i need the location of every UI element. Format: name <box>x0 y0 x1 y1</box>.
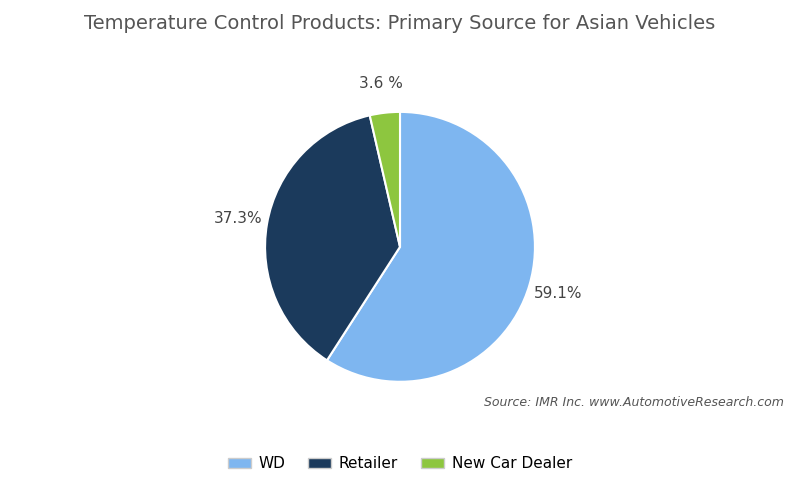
Wedge shape <box>370 112 400 247</box>
Text: 59.1%: 59.1% <box>534 286 582 301</box>
Legend: WD, Retailer, New Car Dealer: WD, Retailer, New Car Dealer <box>222 450 578 477</box>
Wedge shape <box>327 112 535 382</box>
Text: Source: IMR Inc. www.AutomotiveResearch.com: Source: IMR Inc. www.AutomotiveResearch.… <box>484 396 784 409</box>
Text: 37.3%: 37.3% <box>214 211 262 226</box>
Text: 3.6 %: 3.6 % <box>359 76 403 91</box>
Wedge shape <box>265 115 400 360</box>
Title: Temperature Control Products: Primary Source for Asian Vehicles: Temperature Control Products: Primary So… <box>84 14 716 33</box>
